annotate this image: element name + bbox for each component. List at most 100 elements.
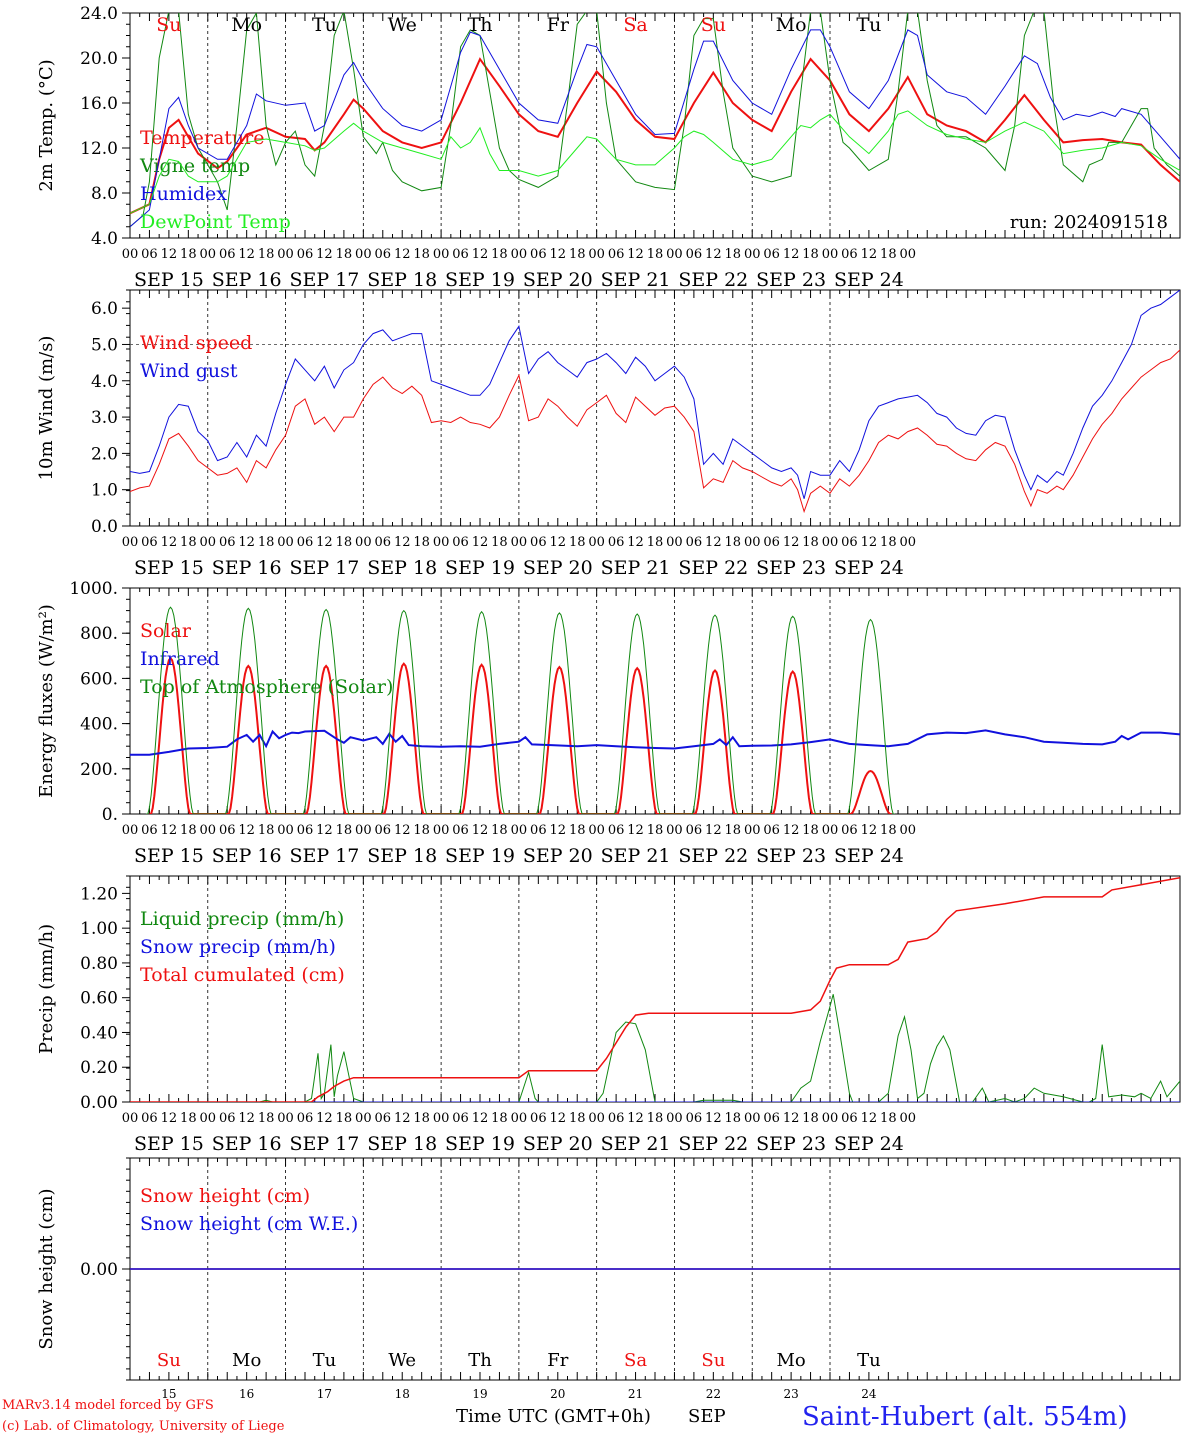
hour-tick-label: 00 bbox=[200, 247, 217, 262]
hour-tick-label: 12 bbox=[316, 535, 333, 550]
y-tick-label: 16.0 bbox=[80, 94, 118, 114]
hour-tick-label: 00 bbox=[822, 823, 839, 838]
y-tick-label: 1.20 bbox=[80, 884, 118, 904]
date-label: SEP 21 bbox=[601, 557, 671, 579]
hour-tick-label: 00 bbox=[900, 1111, 917, 1126]
date-label: SEP 16 bbox=[212, 845, 282, 867]
y-tick-label: 0.00 bbox=[80, 1093, 118, 1113]
hour-tick-label: 00 bbox=[355, 823, 372, 838]
hour-tick-label: 06 bbox=[763, 247, 780, 262]
date-label: SEP 21 bbox=[601, 845, 671, 867]
copyright-credit: (c) Lab. of Climatology, University of L… bbox=[2, 1419, 285, 1434]
hour-tick-label: 12 bbox=[550, 1111, 567, 1126]
hour-tick-label: 00 bbox=[744, 1111, 761, 1126]
date-label: SEP 20 bbox=[523, 1133, 593, 1155]
hour-tick-label: 12 bbox=[238, 247, 255, 262]
hour-tick-label: 06 bbox=[686, 535, 703, 550]
hour-tick-label: 00 bbox=[355, 535, 372, 550]
hour-tick-label: 06 bbox=[841, 247, 858, 262]
legend-entry: Infrared bbox=[140, 648, 220, 670]
station-name: Saint-Hubert (alt. 554m) bbox=[802, 1402, 1128, 1432]
panel-frame bbox=[129, 289, 1181, 527]
legend-entry: Top of Atmosphere (Solar) bbox=[140, 676, 393, 698]
hour-tick-label: 12 bbox=[861, 1111, 878, 1126]
date-label: SEP 19 bbox=[445, 269, 515, 291]
hour-tick-label: 06 bbox=[452, 823, 469, 838]
hour-tick-label: 12 bbox=[627, 823, 644, 838]
panel-frame bbox=[129, 12, 1181, 239]
hour-tick-label: 00 bbox=[744, 823, 761, 838]
hour-tick-label: 00 bbox=[822, 1111, 839, 1126]
y-tick-label: 0. bbox=[102, 805, 118, 825]
hour-tick-label: 00 bbox=[355, 1111, 372, 1126]
hour-tick-label: 00 bbox=[666, 1111, 683, 1126]
date-label: SEP 15 bbox=[134, 557, 204, 579]
hour-tick-label: 12 bbox=[472, 823, 489, 838]
hour-tick-label: 12 bbox=[783, 247, 800, 262]
day-number-label: 20 bbox=[550, 1387, 565, 1400]
date-label: SEP 24 bbox=[834, 557, 904, 579]
hour-tick-label: 18 bbox=[258, 535, 275, 550]
date-label: SEP 20 bbox=[523, 845, 593, 867]
series-line bbox=[130, 13, 1180, 228]
y-tick-label: 600. bbox=[80, 669, 118, 689]
hour-tick-label: 18 bbox=[180, 247, 197, 262]
weekday-label: Tu bbox=[312, 14, 337, 36]
hour-tick-label: 06 bbox=[763, 823, 780, 838]
hour-tick-label: 18 bbox=[491, 823, 508, 838]
hour-tick-label: 06 bbox=[763, 535, 780, 550]
hour-tick-label: 18 bbox=[725, 823, 742, 838]
hour-tick-label: 18 bbox=[258, 823, 275, 838]
hour-tick-label: 12 bbox=[316, 247, 333, 262]
y-axis-title: Energy fluxes (W/m²) bbox=[36, 604, 57, 798]
legend-entry: DewPoint Temp bbox=[140, 211, 291, 233]
hour-tick-label: 18 bbox=[802, 1111, 819, 1126]
date-label: SEP 22 bbox=[678, 845, 748, 867]
date-label: SEP 18 bbox=[367, 845, 437, 867]
hour-tick-label: 00 bbox=[666, 823, 683, 838]
y-tick-label: 400. bbox=[80, 715, 118, 735]
y-tick-label: 0.20 bbox=[80, 1058, 118, 1078]
hour-tick-label: 06 bbox=[375, 823, 392, 838]
weekday-label: Th bbox=[468, 1350, 492, 1371]
hour-tick-label: 18 bbox=[725, 535, 742, 550]
hour-tick-label: 00 bbox=[511, 1111, 528, 1126]
hour-tick-label: 18 bbox=[491, 535, 508, 550]
hour-tick-label: 06 bbox=[219, 1111, 236, 1126]
hour-tick-label: 06 bbox=[530, 823, 547, 838]
hour-tick-label: 12 bbox=[472, 247, 489, 262]
date-label: SEP 20 bbox=[523, 269, 593, 291]
hour-tick-label: 18 bbox=[802, 823, 819, 838]
hour-tick-label: 12 bbox=[550, 535, 567, 550]
weekday-label: Tu bbox=[857, 1350, 881, 1371]
weekday-label: Sa bbox=[624, 1350, 647, 1371]
hour-tick-label: 00 bbox=[122, 247, 139, 262]
date-label: SEP 20 bbox=[523, 557, 593, 579]
y-tick-label: 3.0 bbox=[91, 408, 118, 428]
hour-tick-label: 18 bbox=[725, 247, 742, 262]
weekday-label: Fr bbox=[547, 14, 570, 36]
hour-tick-label: 06 bbox=[530, 247, 547, 262]
hour-tick-label: 18 bbox=[336, 823, 353, 838]
hour-tick-label: 12 bbox=[394, 1111, 411, 1126]
legend-entry: Snow height (cm) bbox=[140, 1185, 310, 1207]
y-tick-label: 8.0 bbox=[91, 184, 118, 204]
hour-tick-label: 06 bbox=[297, 247, 314, 262]
hour-tick-label: 00 bbox=[433, 1111, 450, 1126]
day-number-label: 23 bbox=[783, 1387, 798, 1400]
hour-tick-label: 18 bbox=[336, 1111, 353, 1126]
date-label: SEP 24 bbox=[834, 845, 904, 867]
hour-tick-label: 00 bbox=[666, 247, 683, 262]
y-tick-label: 0.00 bbox=[80, 1260, 118, 1280]
hour-tick-label: 12 bbox=[705, 247, 722, 262]
hour-tick-label: 12 bbox=[705, 823, 722, 838]
hour-tick-label: 00 bbox=[277, 535, 294, 550]
hour-tick-label: 18 bbox=[880, 535, 897, 550]
hour-tick-label: 18 bbox=[413, 823, 430, 838]
series-line bbox=[146, 606, 895, 814]
day-number-label: 17 bbox=[317, 1387, 332, 1400]
hour-tick-label: 00 bbox=[588, 1111, 605, 1126]
hour-tick-label: 00 bbox=[122, 823, 139, 838]
date-label: SEP 22 bbox=[678, 1133, 748, 1155]
y-tick-label: 0.0 bbox=[91, 517, 118, 537]
